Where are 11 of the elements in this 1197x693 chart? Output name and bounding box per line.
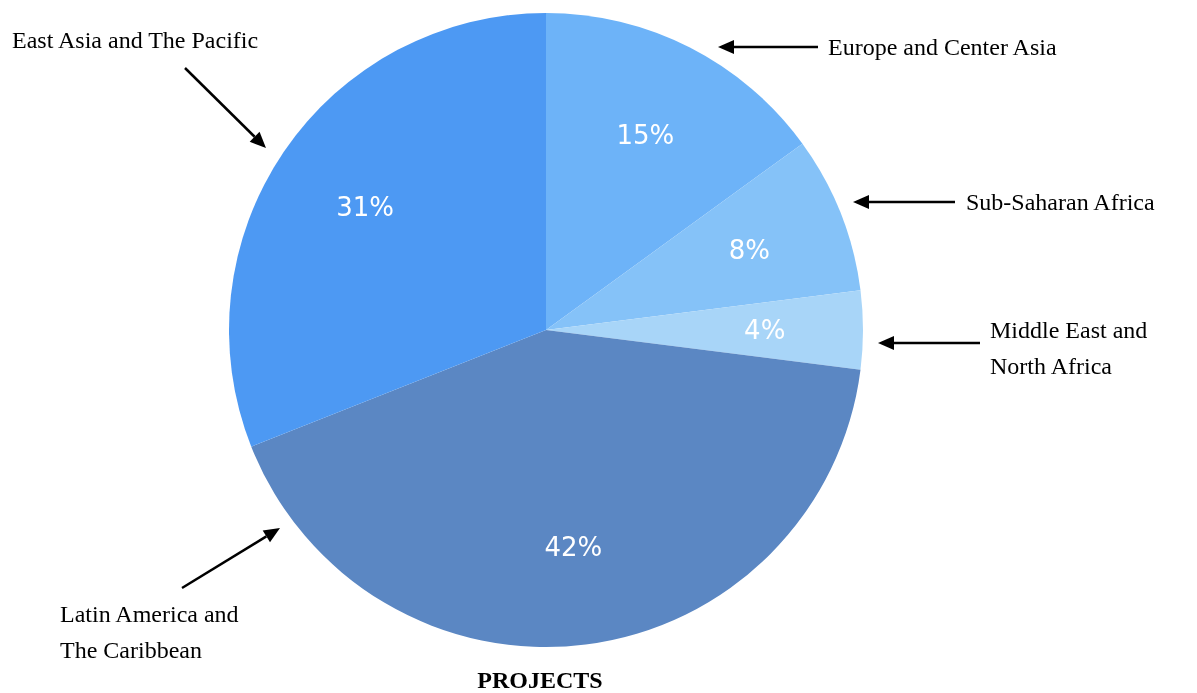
data-label: 15% bbox=[616, 120, 675, 151]
data-label: 31% bbox=[336, 192, 394, 223]
slice-label: East Asia and The Pacific bbox=[12, 27, 259, 53]
data-label: 42% bbox=[544, 532, 603, 563]
data-label: 4% bbox=[744, 315, 786, 346]
slice-label: Sub-Saharan Africa bbox=[966, 189, 1155, 215]
text: PROJECTS bbox=[477, 667, 603, 693]
slice-label: Europe and Center Asia bbox=[828, 34, 1057, 60]
slice-label: Middle East and North Africa bbox=[990, 317, 1148, 379]
data-label: 8% bbox=[728, 234, 770, 265]
slice-label: Latin America and The Caribbean bbox=[60, 601, 239, 663]
